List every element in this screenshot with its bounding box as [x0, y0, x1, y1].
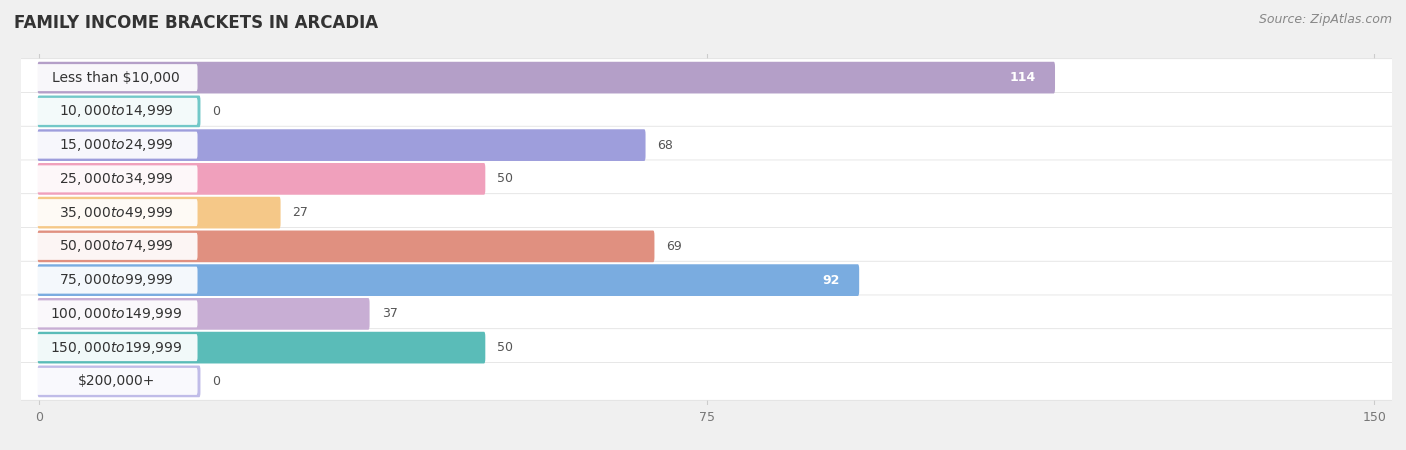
FancyBboxPatch shape [20, 194, 1393, 231]
FancyBboxPatch shape [38, 197, 281, 229]
FancyBboxPatch shape [35, 266, 197, 294]
Text: 92: 92 [823, 274, 839, 287]
FancyBboxPatch shape [35, 64, 197, 91]
Text: 68: 68 [658, 139, 673, 152]
FancyBboxPatch shape [35, 199, 197, 226]
Text: 27: 27 [292, 206, 308, 219]
Text: 50: 50 [498, 172, 513, 185]
Text: $25,000 to $34,999: $25,000 to $34,999 [59, 171, 174, 187]
FancyBboxPatch shape [20, 58, 1393, 96]
FancyBboxPatch shape [35, 233, 197, 260]
FancyBboxPatch shape [35, 166, 197, 193]
Text: FAMILY INCOME BRACKETS IN ARCADIA: FAMILY INCOME BRACKETS IN ARCADIA [14, 14, 378, 32]
Text: 0: 0 [212, 105, 221, 118]
FancyBboxPatch shape [35, 131, 197, 159]
FancyBboxPatch shape [38, 332, 485, 364]
FancyBboxPatch shape [35, 334, 197, 361]
Text: 114: 114 [1010, 71, 1036, 84]
Text: 69: 69 [666, 240, 682, 253]
FancyBboxPatch shape [38, 298, 370, 330]
FancyBboxPatch shape [38, 230, 654, 262]
FancyBboxPatch shape [35, 98, 197, 125]
FancyBboxPatch shape [35, 368, 197, 395]
Text: Less than $10,000: Less than $10,000 [52, 71, 180, 85]
FancyBboxPatch shape [38, 163, 485, 195]
FancyBboxPatch shape [38, 95, 201, 127]
FancyBboxPatch shape [20, 363, 1393, 400]
FancyBboxPatch shape [20, 261, 1393, 299]
Text: $10,000 to $14,999: $10,000 to $14,999 [59, 104, 174, 119]
Text: $15,000 to $24,999: $15,000 to $24,999 [59, 137, 174, 153]
Text: $75,000 to $99,999: $75,000 to $99,999 [59, 272, 174, 288]
FancyBboxPatch shape [20, 295, 1393, 333]
Text: 0: 0 [212, 375, 221, 388]
FancyBboxPatch shape [20, 92, 1393, 130]
FancyBboxPatch shape [20, 126, 1393, 164]
FancyBboxPatch shape [38, 129, 645, 161]
Text: 50: 50 [498, 341, 513, 354]
Text: $35,000 to $49,999: $35,000 to $49,999 [59, 205, 174, 220]
Text: $100,000 to $149,999: $100,000 to $149,999 [51, 306, 183, 322]
FancyBboxPatch shape [38, 365, 201, 397]
FancyBboxPatch shape [35, 301, 197, 328]
FancyBboxPatch shape [20, 328, 1393, 366]
Text: Source: ZipAtlas.com: Source: ZipAtlas.com [1258, 14, 1392, 27]
FancyBboxPatch shape [20, 228, 1393, 265]
Text: $50,000 to $74,999: $50,000 to $74,999 [59, 238, 174, 254]
Text: 37: 37 [381, 307, 398, 320]
Text: $150,000 to $199,999: $150,000 to $199,999 [51, 340, 183, 356]
Text: $200,000+: $200,000+ [77, 374, 155, 388]
FancyBboxPatch shape [38, 264, 859, 296]
FancyBboxPatch shape [20, 160, 1393, 198]
FancyBboxPatch shape [38, 62, 1054, 94]
